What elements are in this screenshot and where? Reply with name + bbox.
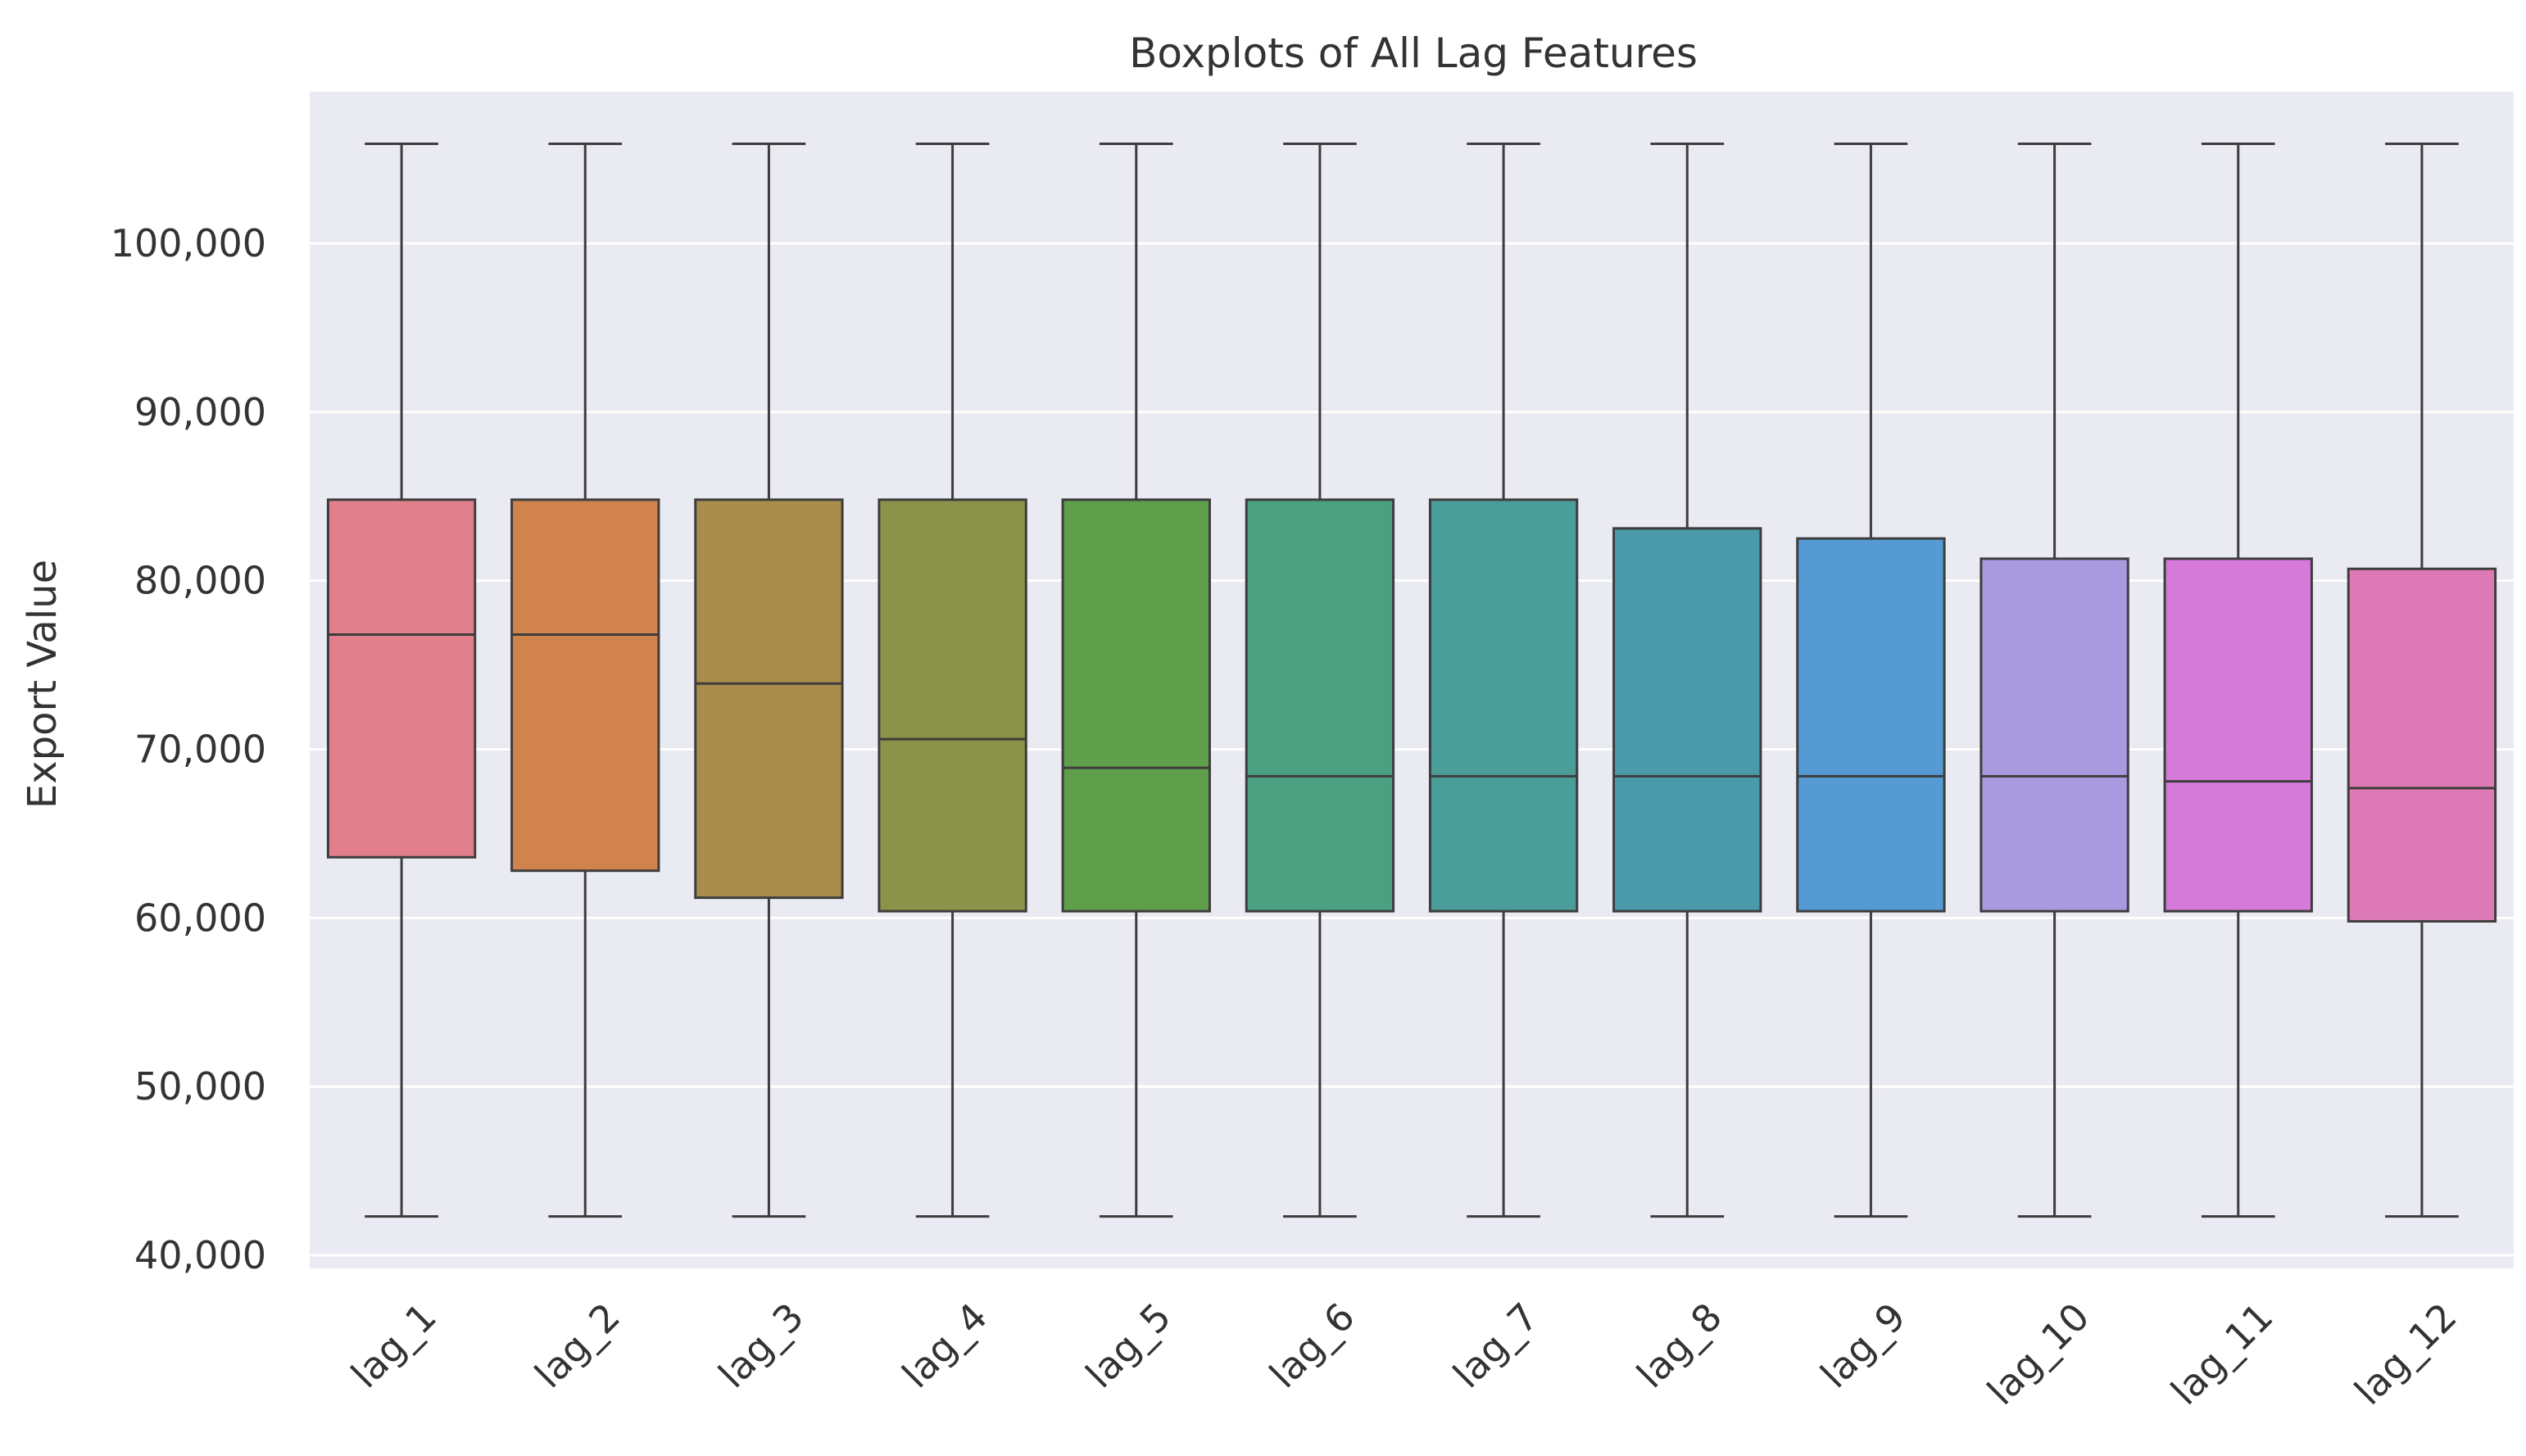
box-lag_7 <box>1428 143 1579 1218</box>
x-tick-labels: lag_1 lag_2 lag_3 lag_4 lag_5 lag_6 lag_7 lag_8… <box>342 1295 2465 1413</box>
x-tick-label: lag_3 <box>710 1295 812 1397</box>
plot-area <box>310 92 2514 1268</box>
y-tick-label: 90,000 <box>134 390 266 434</box>
box-body <box>878 498 1027 913</box>
y-tick-label: 80,000 <box>134 559 266 603</box>
grid-lines <box>310 242 2514 1257</box>
box-body <box>1061 498 1211 913</box>
box-lag_11 <box>2163 143 2313 1218</box>
box-lag_6 <box>1245 143 1395 1218</box>
y-tick-label: 60,000 <box>134 896 266 940</box>
box-lag_2 <box>510 143 660 1218</box>
box-lag_4 <box>878 143 1027 1218</box>
box-body <box>326 498 477 859</box>
x-tick-label: lag_8 <box>1628 1295 1730 1397</box>
box-lag_5 <box>1061 143 1211 1218</box>
box-body <box>1796 537 1946 913</box>
x-tick-label: lag_4 <box>894 1295 996 1397</box>
box-lag_1 <box>326 143 477 1218</box>
x-tick-label: lag_2 <box>526 1295 628 1397</box>
box-lag_3 <box>694 143 844 1218</box>
x-tick-label: lag_9 <box>1812 1295 1914 1397</box>
chart-title: Boxplots of All Lag Features <box>1129 29 1698 77</box>
y-tick-labels: 40,000 50,000 60,000 70,000 80,000 90,000 100,… <box>111 221 266 1277</box>
box-body <box>1612 527 1762 913</box>
y-tick-label: 100,000 <box>111 221 266 265</box>
box-body <box>510 498 660 873</box>
y-tick-label: 40,000 <box>134 1233 266 1277</box>
box-body <box>1980 557 2129 913</box>
x-tick-label: lag_12 <box>2346 1295 2465 1413</box>
box-body <box>694 498 844 900</box>
x-tick-label: lag_6 <box>1261 1295 1363 1397</box>
boxes-layer <box>326 143 2497 1218</box>
box-body <box>2347 567 2497 923</box>
y-axis-label: Export Value <box>20 560 66 809</box>
x-tick-label: lag_7 <box>1444 1295 1547 1397</box>
y-tick-label: 70,000 <box>134 728 266 772</box>
box-lag_8 <box>1612 143 1762 1218</box>
x-tick-label: lag_10 <box>1979 1295 2097 1413</box>
x-tick-label: lag_11 <box>2162 1295 2281 1413</box>
x-tick-label: lag_5 <box>1077 1295 1180 1397</box>
box-lag_10 <box>1980 143 2129 1218</box>
y-tick-label: 50,000 <box>134 1064 266 1109</box>
box-lag_12 <box>2347 143 2497 1218</box>
box-body <box>1428 498 1579 913</box>
box-body <box>1245 498 1395 913</box>
box-lag_9 <box>1796 143 1946 1218</box>
box-body <box>2163 557 2313 913</box>
x-tick-label: lag_1 <box>342 1295 445 1397</box>
